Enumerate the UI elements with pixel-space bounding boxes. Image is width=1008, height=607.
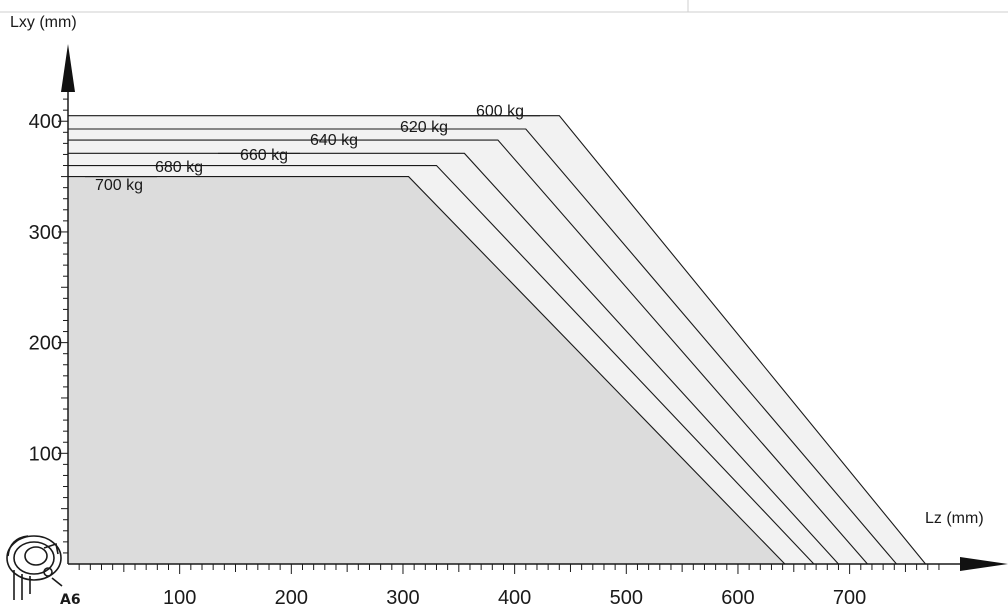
- load-label-680-kg: 680 kg: [155, 159, 203, 176]
- y-tick-label: 300: [29, 222, 62, 244]
- x-ticks: [78, 564, 940, 574]
- axes: [61, 44, 1008, 571]
- x-tick-label: 200: [275, 587, 308, 607]
- y-ticks: [58, 98, 68, 554]
- load-label-600-kg: 600 kg: [476, 103, 524, 120]
- load-labels: 600 kg 620 kg 640 kg 660 kg 680 kg 700 kg: [95, 103, 524, 194]
- boundary-700-kg: [68, 176, 786, 565]
- y-tick-label: 100: [29, 443, 62, 465]
- load-areas: [68, 115, 926, 565]
- y-tick-labels: 100 200 300 400: [29, 111, 62, 465]
- x-tick-label: 100: [163, 587, 196, 607]
- x-tick-label: 300: [386, 587, 419, 607]
- load-label-700-kg: 700 kg: [95, 177, 143, 194]
- load-label-640-kg: 640 kg: [310, 132, 358, 149]
- x-tick-label: 500: [610, 587, 643, 607]
- load-label-620-kg: 620 kg: [400, 119, 448, 136]
- x-tick-label: 700: [833, 587, 866, 607]
- y-axis-title: Lxy (mm): [10, 14, 77, 31]
- boundary-600-kg: [68, 115, 926, 565]
- x-tick-label: 600: [721, 587, 754, 607]
- x-tick-label: 400: [498, 587, 531, 607]
- top-border: [0, 0, 1008, 13]
- boundary-640-kg: [68, 139, 868, 565]
- flange-label: A6: [60, 592, 81, 607]
- y-tick-label: 200: [29, 333, 62, 355]
- load-label-660-kg: 660 kg: [240, 147, 288, 164]
- y-tick-label: 400: [29, 111, 62, 133]
- boundary-660-kg: [68, 152, 839, 565]
- y-axis-arrow-icon: [61, 44, 75, 92]
- x-axis-title: Lz (mm): [925, 510, 984, 527]
- area-700-kg: [68, 176, 785, 564]
- boundary-620-kg: [68, 128, 897, 565]
- x-axis-arrow-icon: [960, 557, 1008, 571]
- x-tick-labels: 100 200 300 400 500 600 700: [163, 587, 866, 607]
- robot-flange-icon: [6, 535, 63, 600]
- load-boundaries: [68, 115, 926, 565]
- load-label-leaders: [85, 115, 540, 178]
